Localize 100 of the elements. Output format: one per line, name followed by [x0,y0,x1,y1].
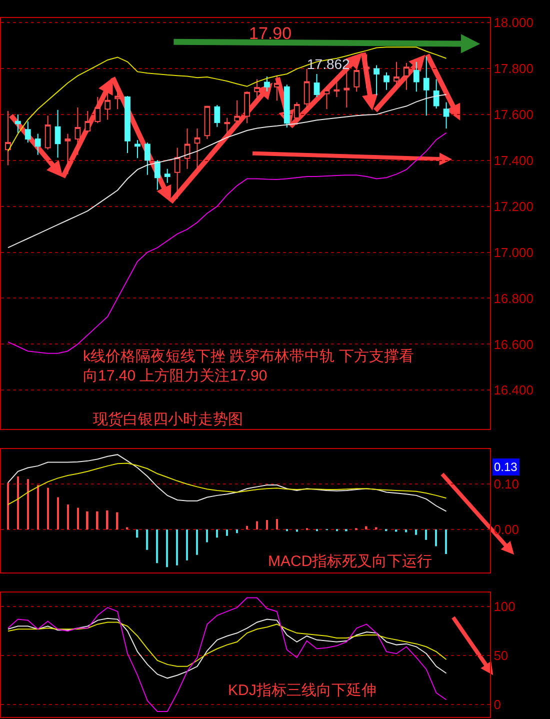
candlestick [34,133,41,156]
y-tick-label: 50 [494,648,508,664]
bar [27,479,29,530]
bar [146,529,148,550]
candlestick [334,77,340,98]
candlestick [214,104,220,128]
candlestick [344,68,350,108]
candlestick [5,110,11,166]
annotation: MACD指标死叉向下运行 [268,553,432,570]
y-tick-label: 100 [494,599,516,614]
bar [216,529,218,538]
bar [395,529,398,532]
candlestick [64,133,71,175]
bar [77,508,79,530]
candlestick [144,142,150,176]
bar [415,529,418,535]
line-series [7,597,447,712]
y-tick-label: 16.800 [494,290,534,306]
candlestick [234,100,240,124]
candlestick [413,61,420,92]
candlestick [244,90,250,124]
bar [196,529,198,555]
candlestick [284,84,290,128]
candlestick [264,76,270,92]
bar [186,529,188,560]
y-tick-label: 17.800 [494,61,534,76]
bar [96,511,98,530]
candlestick [304,68,310,110]
bar [116,512,118,530]
bar [57,497,59,530]
candlestick [224,117,230,134]
bar [276,519,278,530]
candlestick [104,90,111,120]
bar [445,529,447,554]
bar [37,484,39,530]
bar [86,511,88,530]
candlestick [174,147,180,200]
y-tick-label: 16.400 [494,382,534,398]
y-tick-label: 17.400 [494,152,534,168]
candlestick [84,110,91,134]
candlestick [54,109,61,158]
bar [7,482,9,530]
bar [365,526,368,530]
candlestick [134,140,140,159]
text: 0.13 [494,460,518,474]
line-series [7,618,447,679]
y-tick-label: 0 [494,697,501,712]
bar [47,488,49,530]
y-tick-label: 17.000 [494,244,534,260]
bar [166,529,168,568]
candlestick [314,73,320,98]
candlestick [154,160,160,190]
bar [176,529,178,566]
candlestick [254,78,260,101]
bar [435,529,438,546]
bar [266,520,268,530]
candlestick [24,120,31,143]
annotation: k线价格隔夜短线下挫 跌穿布林带中轨 下方支撑看向17.40 上方阻力关注17.90 [83,348,414,384]
y-tick-label: 16.600 [494,336,534,352]
candlestick [443,102,450,129]
candlestick [114,84,120,110]
candlestick [364,54,370,89]
candlestick [394,61,400,90]
bar [106,510,108,530]
line-series [7,622,447,667]
candlestick [374,64,380,96]
candlestick [324,86,330,110]
bar [206,529,208,542]
line-series [7,454,447,512]
bar [17,476,19,530]
candlestick [354,61,360,92]
candlestick [164,168,170,184]
candlestick [44,115,51,150]
annotation: KDJ指标三线向下延伸 [228,682,376,699]
line-series [7,94,447,248]
line-series [7,46,447,152]
y-tick-label: 17.600 [494,106,534,122]
candlestick [74,107,81,156]
candlestick [124,96,130,154]
candlestick [384,72,390,90]
y-tick-label: 0.00 [494,522,520,538]
candlestick [423,56,430,116]
bar [226,529,228,536]
y-tick-label: 18.000 [494,15,534,30]
candlestick [274,74,280,102]
y-tick-label: 17.200 [494,198,534,214]
bar [425,529,428,540]
candlestick [403,62,410,90]
line-series [7,462,447,506]
annotation: 现货白银四小时走势图 [93,411,243,428]
candlestick [94,96,101,124]
bar [136,529,138,538]
candlestick [14,114,21,134]
candlestick [433,78,440,109]
bar [67,504,69,530]
candlestick [294,102,300,126]
bar [236,529,238,534]
y-tick-label: 0.10 [494,476,520,492]
candlestick [204,105,210,140]
bar [256,521,258,530]
